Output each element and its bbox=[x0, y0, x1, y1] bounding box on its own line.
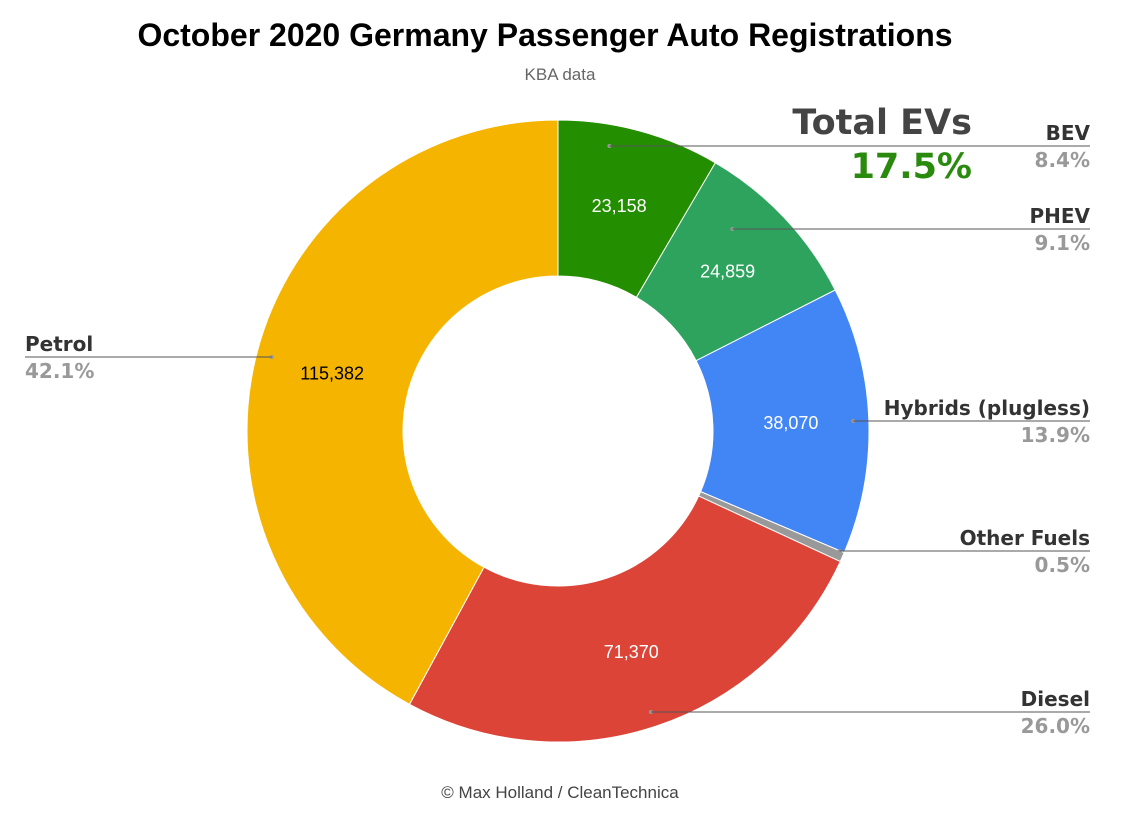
slice-hybrids bbox=[695, 289, 870, 554]
slice-label-bev: BEV bbox=[1046, 121, 1091, 145]
slice-value-diesel: 71,370 bbox=[604, 642, 659, 662]
slice-percent-petrol: 42.1% bbox=[25, 359, 94, 383]
slice-labels-group: 23,158 BEV 8.4% 24,859 PHEV 9.1% 38,070 Hybrids… bbox=[25, 121, 1091, 738]
slice-diesel bbox=[408, 495, 841, 743]
total-evs-value: 17.5% bbox=[851, 147, 972, 187]
slice-label-hybrids: Hybrids (plugless) bbox=[884, 396, 1090, 420]
slice-value-petrol: 115,382 bbox=[300, 364, 364, 384]
slice-label-diesel: Diesel bbox=[1021, 687, 1090, 711]
slice-percent-bev: 8.4% bbox=[1035, 148, 1090, 172]
chart-footer: © Max Holland / CleanTechnica bbox=[441, 783, 679, 802]
slice-label-phev: PHEV bbox=[1029, 204, 1090, 228]
total-evs-heading: Total EVs bbox=[792, 103, 972, 143]
slice-value-bev: 23,158 bbox=[592, 196, 647, 216]
slice-percent-hybrids: 13.9% bbox=[1021, 423, 1090, 447]
slice-value-hybrids: 38,070 bbox=[763, 413, 818, 433]
slices-group bbox=[246, 119, 870, 743]
chart-subtitle: KBA data bbox=[525, 65, 596, 84]
chart-title: October 2020 Germany Passenger Auto Regi… bbox=[137, 17, 952, 53]
slice-percent-diesel: 26.0% bbox=[1021, 714, 1090, 738]
slice-percent-other: 0.5% bbox=[1035, 553, 1090, 577]
slice-label-other: Other Fuels bbox=[960, 526, 1090, 550]
slice-value-phev: 24,859 bbox=[700, 261, 755, 281]
slice-petrol bbox=[246, 119, 559, 705]
leader-lines-group bbox=[25, 144, 1090, 714]
slice-label-petrol: Petrol bbox=[25, 332, 93, 356]
slice-percent-phev: 9.1% bbox=[1035, 231, 1090, 255]
